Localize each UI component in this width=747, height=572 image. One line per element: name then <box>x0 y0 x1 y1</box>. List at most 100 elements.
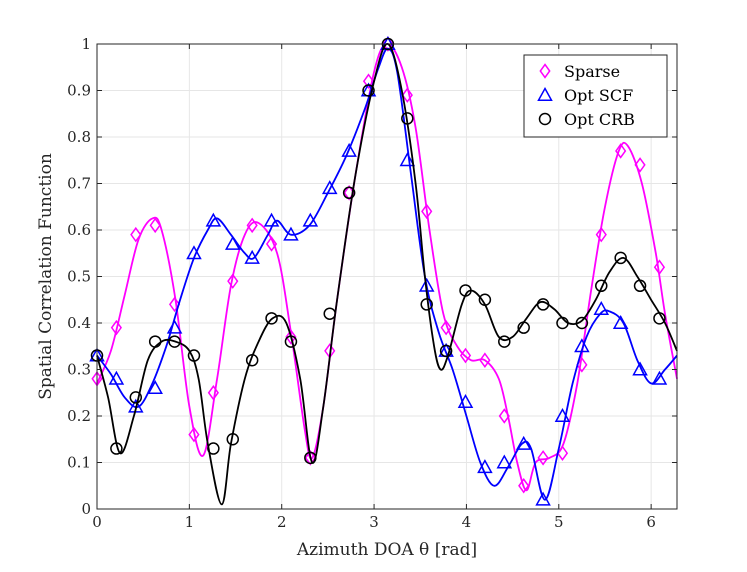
y-tick-label: 0.7 <box>67 175 91 193</box>
y-tick-label: 0 <box>81 500 91 518</box>
legend: Sparse Opt SCF Opt CRB <box>523 54 668 138</box>
data-point-sparse <box>401 87 413 103</box>
data-point-sparse <box>227 273 239 289</box>
data-point-sparse <box>537 450 549 466</box>
data-point-sparse <box>421 203 433 220</box>
data-point-opt-crb <box>110 442 123 455</box>
data-point-opt-crb <box>129 391 143 404</box>
data-point-opt-crb <box>207 442 220 455</box>
legend-marker-opt-scf <box>537 86 553 101</box>
data-point-opt-crb <box>245 353 259 367</box>
data-point-sparse <box>188 426 200 443</box>
data-point-opt-crb <box>265 312 278 325</box>
data-point-opt-crb <box>342 186 356 200</box>
data-point-opt-scf <box>283 226 299 241</box>
x-tick-label: 4 <box>462 513 472 531</box>
data-point-opt-crb <box>420 298 433 311</box>
data-point-opt-crb <box>226 433 240 446</box>
x-tick-label: 5 <box>554 513 564 531</box>
data-point-opt-crb <box>362 84 375 97</box>
data-point-opt-crb <box>323 307 336 320</box>
legend-label-sparse: Sparse <box>564 62 620 81</box>
data-point-sparse <box>653 259 666 275</box>
data-point-opt-crb <box>284 335 298 348</box>
data-point-opt-scf <box>224 235 241 250</box>
data-point-sparse <box>518 477 530 494</box>
data-point-opt-scf <box>651 370 668 385</box>
data-point-opt-crb <box>401 112 414 125</box>
data-point-opt-crb <box>478 293 492 306</box>
data-point-sparse <box>168 296 181 313</box>
data-point-sparse <box>634 157 646 173</box>
legend-label-opt-crb: Opt CRB <box>564 110 635 129</box>
data-point-opt-scf <box>477 459 493 474</box>
data-point-sparse <box>149 217 161 234</box>
data-point-sparse <box>246 217 258 234</box>
data-point-opt-scf <box>554 407 571 422</box>
data-point-opt-scf <box>399 152 416 167</box>
data-point-opt-scf <box>515 435 532 450</box>
data-point-opt-crb <box>595 279 608 293</box>
data-point-sparse <box>265 236 278 252</box>
data-point-opt-scf <box>244 249 260 264</box>
data-point-opt-crb <box>575 316 589 330</box>
data-point-sparse <box>130 226 142 243</box>
data-point-sparse <box>459 347 472 364</box>
data-point-sparse <box>615 143 627 159</box>
data-point-opt-crb <box>536 298 550 311</box>
x-tick-label: 2 <box>277 513 287 531</box>
y-tick-label: 0.3 <box>67 361 91 379</box>
legend-marker-sparse <box>539 63 551 79</box>
data-point-opt-crb <box>498 335 511 348</box>
data-point-opt-scf <box>108 370 125 385</box>
y-tick-label: 1 <box>81 35 91 53</box>
y-tick-label: 0.2 <box>67 407 91 425</box>
data-point-sparse <box>207 384 219 401</box>
data-point-opt-scf <box>263 212 280 227</box>
data-point-opt-scf <box>457 394 474 408</box>
legend-label-opt-scf: Opt SCF <box>564 86 633 105</box>
y-tick-label: 0.1 <box>67 454 91 472</box>
data-point-opt-scf <box>166 319 183 334</box>
data-point-opt-crb <box>633 279 647 293</box>
data-point-opt-scf <box>321 180 338 195</box>
data-point-opt-scf <box>205 212 222 227</box>
axes: 0 1 2 3 4 5 6 0 0.1 0.2 0.3 0.4 0.5 0.6 0.7 0.8 0.9 1 <box>67 35 677 531</box>
data-point-sparse <box>285 329 297 345</box>
y-tick-label: 0.8 <box>67 128 91 146</box>
y-tick-label: 0.5 <box>67 268 91 286</box>
x-axis-label: Azimuth DOA θ [rad] <box>296 540 477 560</box>
data-point-opt-crb <box>459 284 472 297</box>
data-point-opt-scf <box>496 454 513 469</box>
y-tick-label: 0.4 <box>67 314 91 332</box>
x-tick-label: 3 <box>369 513 379 531</box>
legend-marker-opt-crb <box>538 112 552 126</box>
data-point-sparse <box>556 445 569 461</box>
data-point-sparse <box>362 73 375 89</box>
data-point-opt-crb <box>653 312 666 325</box>
data-point-opt-scf <box>341 142 357 157</box>
data-point-sparse <box>595 226 607 243</box>
data-point-opt-crb <box>556 316 569 330</box>
data-point-sparse <box>304 450 316 466</box>
data-point-sparse <box>440 319 452 336</box>
data-point-opt-crb <box>439 344 453 358</box>
data-point-opt-scf <box>612 314 629 329</box>
data-point-opt-crb <box>304 451 317 465</box>
data-point-opt-scf <box>186 245 202 260</box>
x-tick-label: 6 <box>646 513 656 531</box>
data-point-sparse <box>110 319 122 336</box>
data-point-opt-scf <box>632 361 648 376</box>
y-tick-label: 0.9 <box>67 82 91 100</box>
data-point-opt-scf <box>302 212 319 227</box>
x-tick-label: 0 <box>92 513 102 531</box>
y-tick-label: 0.6 <box>67 221 91 239</box>
data-point-opt-crb <box>517 321 530 334</box>
data-point-opt-scf <box>574 338 590 353</box>
y-axis-label: Spatial Correlation Function <box>36 153 56 400</box>
data-point-opt-scf <box>535 491 551 506</box>
data-point-opt-crb <box>187 349 201 362</box>
data-point-opt-scf <box>593 301 610 315</box>
data-point-opt-crb <box>168 335 181 348</box>
